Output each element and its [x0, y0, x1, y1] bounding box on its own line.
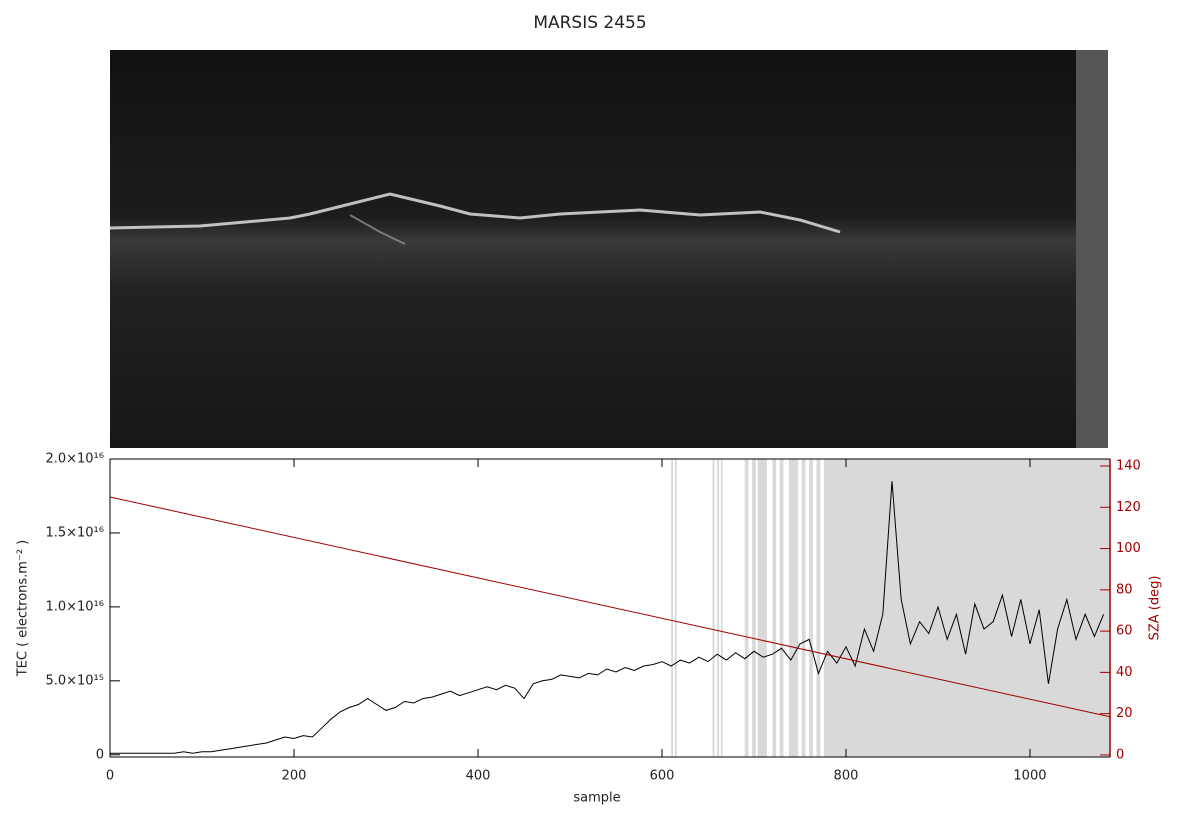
y-axis-label: TEC ( electrons.m⁻² ): [16, 540, 31, 678]
y2-tick-label: 100: [1116, 541, 1141, 556]
y2-tick-label: 60: [1116, 624, 1133, 639]
y-tick-label: 2.0×10¹⁶: [45, 452, 104, 467]
series-line: [110, 481, 1105, 754]
shaded-span: [788, 459, 799, 757]
surface-echo: [109, 192, 841, 234]
shaded-span: [674, 459, 677, 757]
shaded-span: [744, 459, 749, 757]
radargram-strip: [1076, 50, 1108, 448]
shaded-span: [823, 459, 1110, 757]
chart-title: MARSIS 2455: [533, 13, 646, 33]
shaded-span: [772, 459, 777, 757]
shaded-span: [712, 459, 715, 757]
y-tick-label: 1.5×10¹⁶: [45, 525, 104, 540]
shaded-span: [801, 459, 806, 757]
x-tick-label: 0: [106, 769, 114, 784]
plot-area: 0 200 400 600 800 100005.0×10¹⁵1.0×10¹⁶1.5×10…: [45, 452, 1140, 784]
subsurface-echo: [349, 214, 406, 245]
y-tick-label: 5.0×10¹⁵: [45, 673, 104, 688]
x-tick-label: 200: [282, 769, 307, 784]
y2-tick-label: 80: [1116, 582, 1133, 597]
y-tick-label: 1.0×10¹⁶: [45, 599, 104, 614]
x-axis-label: sample: [573, 791, 620, 806]
radargram: [110, 50, 1108, 448]
shaded-span: [816, 459, 821, 757]
y2-tick-label: 20: [1116, 706, 1133, 721]
x-tick-label: 400: [466, 769, 491, 784]
shaded-span: [779, 459, 784, 757]
y2-tick-label: 0: [1116, 747, 1124, 762]
series-line: [109, 496, 1111, 718]
y2-axis-label: SZA (deg): [1148, 576, 1163, 641]
shaded-span: [671, 459, 674, 757]
shaded-span: [809, 459, 813, 757]
x-tick-label: 800: [834, 769, 859, 784]
shaded-span: [720, 459, 723, 757]
y2-tick-label: 120: [1116, 500, 1141, 515]
shaded-span: [752, 459, 756, 757]
x-tick-label: 600: [650, 769, 675, 784]
y-tick-label: 0: [96, 747, 104, 762]
shaded-span: [717, 459, 720, 757]
y2-tick-label: 40: [1116, 665, 1133, 680]
x-tick-label: 1000: [1013, 769, 1046, 784]
shaded-span: [757, 459, 767, 757]
y2-tick-label: 140: [1116, 459, 1141, 474]
